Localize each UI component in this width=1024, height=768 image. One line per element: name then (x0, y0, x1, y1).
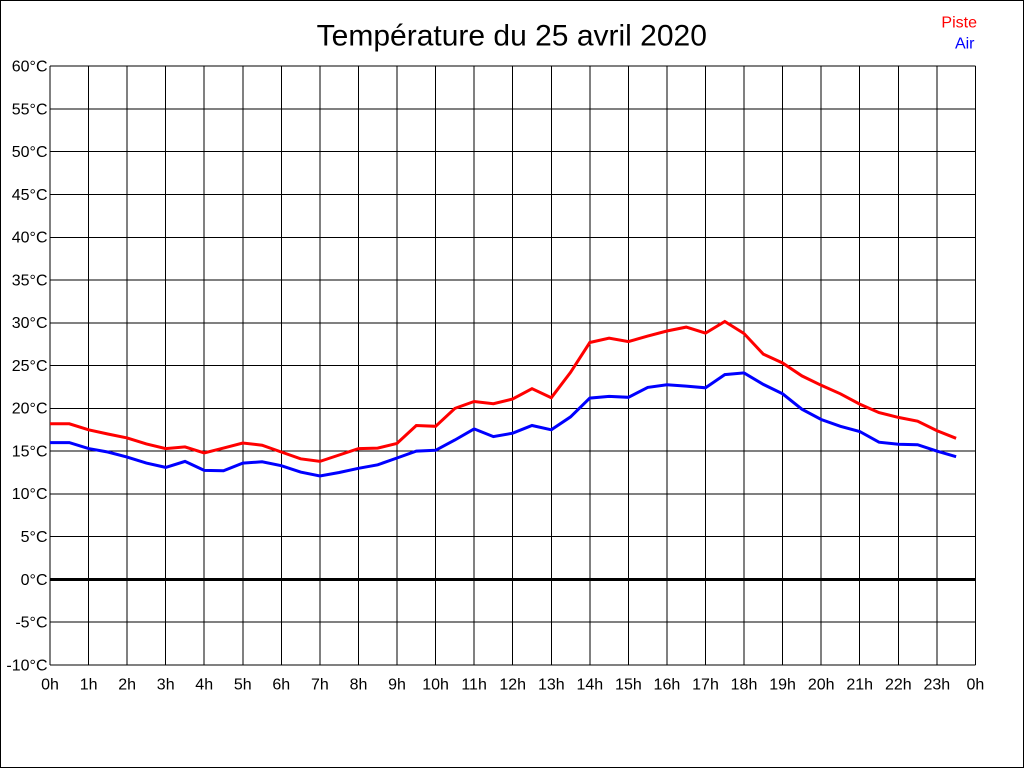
svg-text:23h: 23h (923, 677, 950, 694)
svg-text:11h: 11h (461, 677, 487, 694)
svg-text:13h: 13h (538, 677, 565, 694)
svg-text:3h: 3h (157, 677, 175, 694)
svg-text:40°C: 40°C (12, 230, 48, 247)
svg-text:-10°C: -10°C (6, 657, 47, 674)
svg-text:22h: 22h (885, 677, 912, 694)
svg-text:19h: 19h (769, 677, 796, 694)
svg-text:8h: 8h (350, 677, 368, 694)
svg-text:0h: 0h (967, 677, 985, 694)
svg-text:60°C: 60°C (12, 59, 48, 76)
svg-text:20h: 20h (808, 677, 835, 694)
svg-text:25°C: 25°C (12, 358, 48, 375)
svg-text:35°C: 35°C (12, 272, 48, 289)
svg-text:15h: 15h (615, 677, 642, 694)
svg-text:7h: 7h (311, 677, 329, 694)
svg-text:Température du 25 avril 2020: Température du 25 avril 2020 (317, 20, 707, 53)
svg-text:10°C: 10°C (12, 486, 48, 503)
svg-text:5°C: 5°C (21, 529, 48, 546)
svg-text:9h: 9h (388, 677, 406, 694)
svg-text:2h: 2h (118, 677, 136, 694)
svg-text:Piste: Piste (941, 15, 977, 32)
svg-text:20°C: 20°C (12, 401, 48, 418)
svg-text:0h: 0h (41, 677, 59, 694)
svg-text:6h: 6h (272, 677, 290, 694)
svg-text:10h: 10h (422, 677, 449, 694)
svg-text:55°C: 55°C (12, 101, 48, 118)
svg-text:18h: 18h (731, 677, 758, 694)
svg-text:4h: 4h (195, 677, 213, 694)
svg-text:5h: 5h (234, 677, 252, 694)
svg-text:12h: 12h (499, 677, 526, 694)
svg-text:21h: 21h (846, 677, 873, 694)
svg-text:1h: 1h (80, 677, 98, 694)
svg-text:Air: Air (955, 36, 975, 53)
svg-text:16h: 16h (654, 677, 681, 694)
svg-text:30°C: 30°C (12, 315, 48, 332)
svg-text:50°C: 50°C (12, 144, 48, 161)
svg-text:-5°C: -5°C (15, 615, 47, 632)
svg-text:14h: 14h (576, 677, 603, 694)
svg-text:17h: 17h (692, 677, 719, 694)
svg-text:45°C: 45°C (12, 187, 48, 204)
svg-text:0°C: 0°C (21, 572, 48, 589)
svg-text:15°C: 15°C (12, 443, 48, 460)
